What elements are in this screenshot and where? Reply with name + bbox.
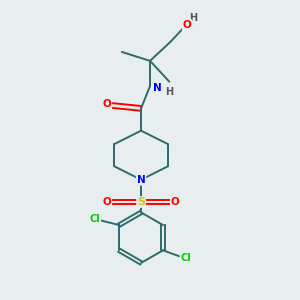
Text: S: S — [137, 197, 145, 207]
Text: O: O — [171, 197, 180, 207]
Text: N: N — [137, 175, 146, 185]
Text: H: H — [165, 87, 173, 97]
Text: H: H — [189, 13, 197, 23]
Text: O: O — [183, 20, 191, 30]
Text: Cl: Cl — [181, 253, 191, 263]
Text: O: O — [103, 99, 111, 109]
Text: N: N — [153, 82, 162, 93]
Text: Cl: Cl — [89, 214, 100, 224]
Text: O: O — [103, 197, 111, 207]
